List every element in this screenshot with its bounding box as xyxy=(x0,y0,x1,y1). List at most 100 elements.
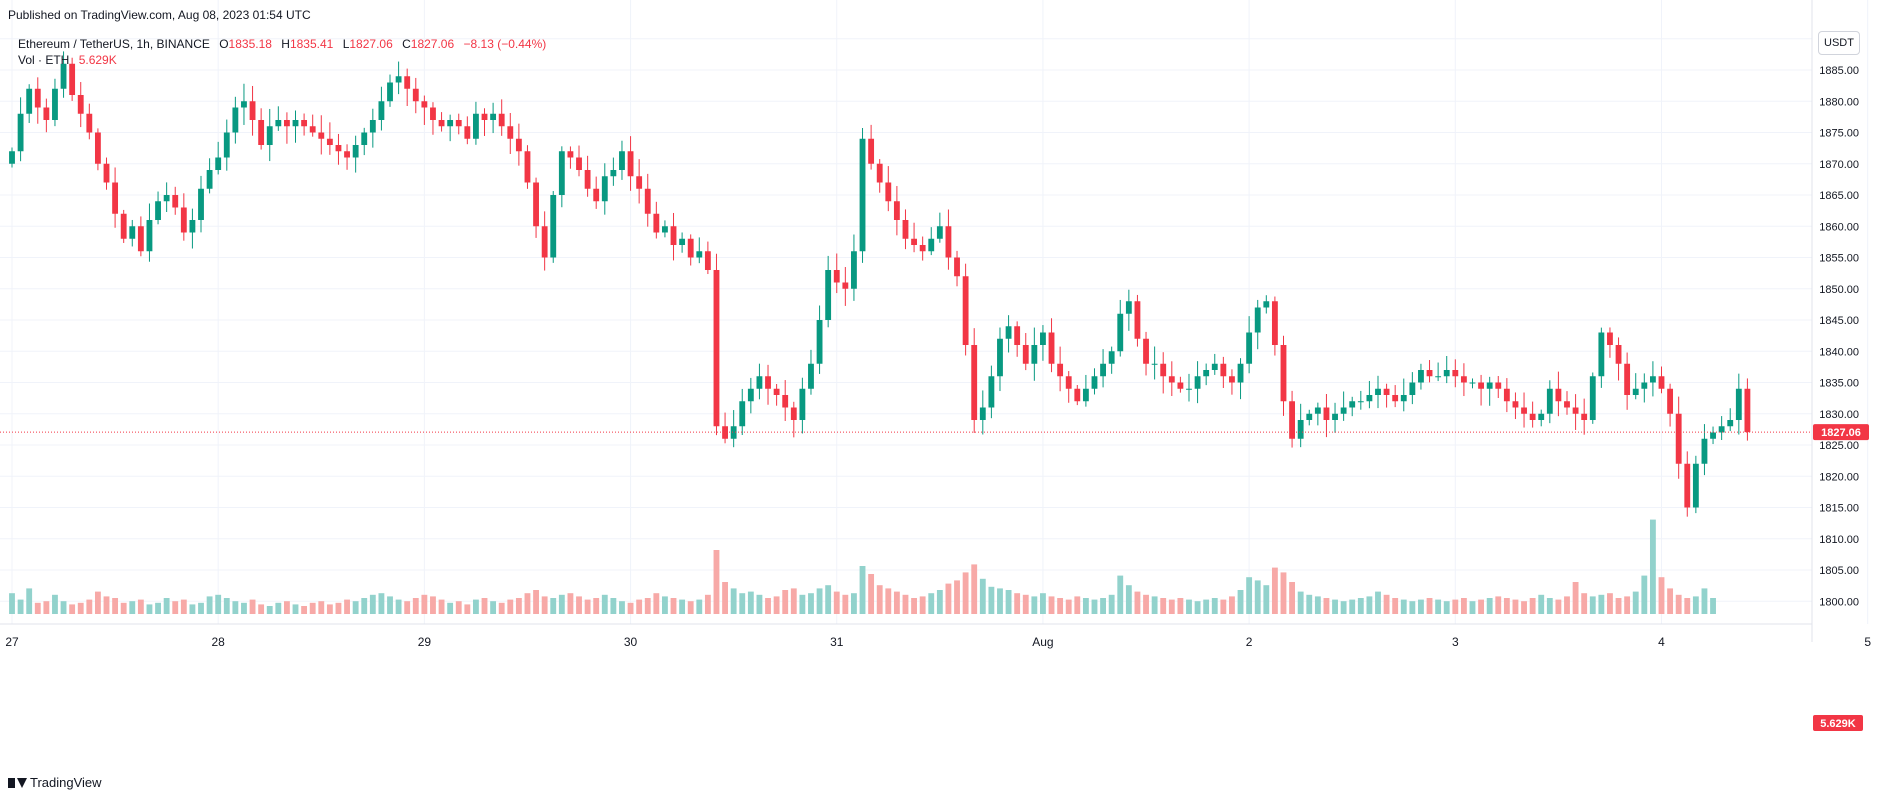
volume-bar xyxy=(704,594,711,614)
candle xyxy=(275,106,282,131)
candle-body xyxy=(1125,301,1132,314)
volume-bar xyxy=(447,602,454,614)
volume-bar xyxy=(352,601,359,614)
candle xyxy=(971,328,978,433)
candle xyxy=(361,127,368,156)
candle xyxy=(1040,325,1046,361)
candle-body xyxy=(928,238,935,252)
candle-body xyxy=(765,376,771,389)
time-tick-label: Aug xyxy=(1032,635,1053,649)
low-value: 1827.06 xyxy=(349,37,393,51)
volume-bar xyxy=(137,599,144,614)
candle xyxy=(490,102,497,134)
candle xyxy=(1057,346,1064,392)
candle-body xyxy=(1022,345,1029,364)
volume-bar xyxy=(1581,593,1588,614)
volume-bar xyxy=(1117,575,1124,614)
candle-body xyxy=(644,188,651,214)
candle xyxy=(103,157,110,190)
candle-body xyxy=(9,151,15,164)
candle-body xyxy=(1460,376,1467,383)
volume-bar xyxy=(1710,598,1716,614)
volume-bar xyxy=(52,594,58,614)
volume-bar xyxy=(1357,598,1364,614)
tradingview-brand[interactable]: TradingView xyxy=(8,775,102,790)
candle-body xyxy=(34,88,41,108)
candle xyxy=(1735,373,1742,435)
volume-bar xyxy=(936,590,943,614)
volume-row: Vol · ETH 5.629K xyxy=(18,52,546,68)
volume-bar xyxy=(636,599,643,614)
candle-body xyxy=(223,132,230,158)
volume-bar xyxy=(77,602,84,614)
candle xyxy=(696,237,703,264)
candle xyxy=(1229,369,1235,395)
price-tick-label: 1840.00 xyxy=(1819,346,1859,358)
volume-bar xyxy=(773,596,780,614)
time-axis[interactable]: 2728293031Aug2345678 xyxy=(0,623,1883,649)
candle-body xyxy=(722,426,728,439)
volume-bar xyxy=(1435,599,1442,614)
candle-body xyxy=(52,88,58,120)
volume-bar xyxy=(361,598,368,614)
candle xyxy=(1632,373,1639,400)
symbol-label[interactable]: Ethereum / TetherUS, 1h, BINANCE xyxy=(18,37,210,51)
currency-button[interactable]: USDT xyxy=(1818,31,1860,55)
price-axis[interactable]: 1800.00 1805.00 1810.00 1815.00 1820.00 1825.… xyxy=(1811,0,1859,642)
volume-bar xyxy=(1615,598,1622,614)
candle xyxy=(1160,352,1167,394)
price-tick-label: 1845.00 xyxy=(1819,315,1859,327)
volume-bar xyxy=(1194,601,1201,614)
volume-bar xyxy=(335,602,342,614)
candle-body xyxy=(275,120,282,127)
candle xyxy=(1349,396,1356,417)
candle xyxy=(180,193,187,241)
brand-label: TradingView xyxy=(30,775,102,790)
candle xyxy=(1692,455,1699,514)
volume-bar xyxy=(576,596,582,614)
volume-bar xyxy=(387,596,393,614)
volume-bar xyxy=(326,604,333,614)
volume-bar xyxy=(1589,596,1596,614)
candle-body xyxy=(447,120,454,127)
volume-bar xyxy=(498,602,505,614)
candle xyxy=(1117,299,1124,357)
candle-body xyxy=(868,138,875,164)
candle xyxy=(163,182,170,213)
volume-bar xyxy=(9,593,15,614)
volume-bar xyxy=(1168,599,1175,614)
volume-bar xyxy=(533,590,539,614)
candle-body xyxy=(662,226,668,233)
volume-bar xyxy=(1555,599,1562,614)
candle xyxy=(335,133,342,165)
volume-bar xyxy=(722,582,728,614)
volume-bar xyxy=(1409,601,1416,614)
candle-body xyxy=(670,226,677,245)
candle xyxy=(1469,378,1476,389)
candle-body xyxy=(842,282,849,289)
volume-bar xyxy=(438,599,445,614)
candle xyxy=(1177,376,1184,393)
candle xyxy=(1581,398,1588,435)
candle-body xyxy=(335,145,342,152)
candle-body xyxy=(1469,382,1476,384)
candle xyxy=(1323,393,1330,438)
candle-body xyxy=(1349,401,1356,408)
candle-body xyxy=(696,251,703,258)
price-tick-label: 1855.00 xyxy=(1819,253,1859,265)
candle xyxy=(369,108,376,148)
candle-body xyxy=(249,101,256,120)
time-tick-label: 2 xyxy=(1246,635,1253,649)
candle xyxy=(928,227,935,256)
candle xyxy=(610,157,617,186)
candle-body xyxy=(739,401,746,427)
candle xyxy=(1564,391,1570,415)
candle-body xyxy=(241,101,247,108)
candle xyxy=(326,122,333,155)
candle xyxy=(1082,374,1089,407)
volume-label[interactable]: Vol · ETH xyxy=(18,53,70,67)
time-tick-label: 4 xyxy=(1658,635,1665,649)
candle-body xyxy=(1134,301,1141,339)
candle xyxy=(412,77,419,114)
